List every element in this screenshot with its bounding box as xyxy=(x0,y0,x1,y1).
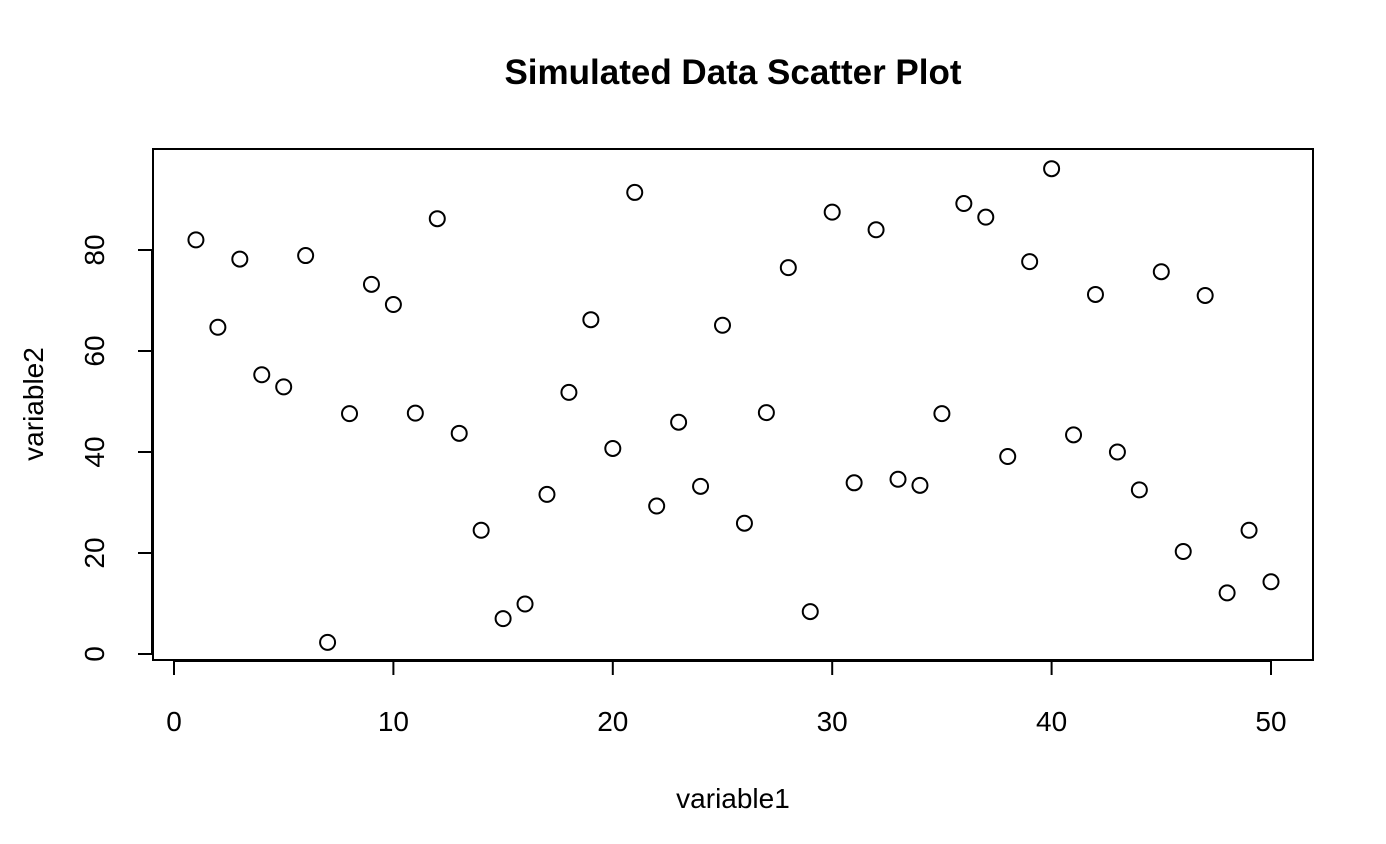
data-point xyxy=(582,311,600,329)
data-point xyxy=(801,603,819,621)
data-point xyxy=(1021,253,1039,271)
x-tick-label: 30 xyxy=(817,706,848,737)
data-point xyxy=(692,477,710,495)
data-point xyxy=(977,208,995,226)
data-point xyxy=(845,474,863,492)
data-point xyxy=(319,633,337,651)
x-tick-label: 0 xyxy=(166,706,182,737)
data-point xyxy=(362,275,380,293)
data-point xyxy=(275,378,293,396)
x-tick-label: 40 xyxy=(1036,706,1067,737)
data-point xyxy=(406,404,424,422)
x-axis-label: variable1 xyxy=(676,783,790,814)
y-tick-label: 0 xyxy=(79,646,110,662)
y-tick-label: 80 xyxy=(79,234,110,265)
data-point xyxy=(1130,481,1148,499)
data-point xyxy=(933,405,951,423)
data-point xyxy=(516,595,534,613)
data-point xyxy=(626,183,644,201)
data-point xyxy=(1262,573,1280,591)
x-tick-label: 20 xyxy=(597,706,628,737)
data-point xyxy=(1086,285,1104,303)
chart-title: Simulated Data Scatter Plot xyxy=(504,53,961,92)
data-point xyxy=(648,497,666,515)
data-point xyxy=(670,413,688,431)
y-axis: 0 20 40 60 80 xyxy=(79,234,153,662)
data-point xyxy=(428,210,446,228)
data-point xyxy=(757,404,775,422)
data-point xyxy=(231,250,249,268)
data-point xyxy=(1152,263,1170,281)
data-point xyxy=(1174,542,1192,560)
data-point xyxy=(1065,426,1083,444)
data-point xyxy=(297,247,315,265)
data-point xyxy=(735,514,753,532)
data-point xyxy=(538,485,556,503)
y-tick-label: 60 xyxy=(79,335,110,366)
y-tick-label: 20 xyxy=(79,537,110,568)
data-point xyxy=(341,405,359,423)
data-point xyxy=(889,470,907,488)
x-tick-label: 50 xyxy=(1255,706,1286,737)
data-point xyxy=(779,259,797,277)
data-point xyxy=(1043,160,1061,178)
data-point xyxy=(1196,286,1214,304)
data-point xyxy=(911,476,929,494)
data-point xyxy=(209,318,227,336)
data-point xyxy=(560,383,578,401)
y-tick-label: 40 xyxy=(79,436,110,467)
data-point xyxy=(955,195,973,213)
data-point xyxy=(823,203,841,221)
data-point xyxy=(450,424,468,442)
data-point xyxy=(714,316,731,334)
data-point xyxy=(999,448,1017,466)
data-point xyxy=(472,521,490,539)
data-points xyxy=(187,160,1280,651)
y-axis-label: variable2 xyxy=(18,347,49,461)
data-point xyxy=(187,231,205,249)
data-point xyxy=(253,366,271,384)
data-point xyxy=(1240,521,1258,539)
x-axis: 0 10 20 30 40 50 xyxy=(166,660,1287,737)
data-point xyxy=(1218,584,1236,602)
data-point xyxy=(867,221,885,239)
data-point xyxy=(1108,443,1126,461)
data-point xyxy=(494,610,512,628)
x-tick-label: 10 xyxy=(378,706,409,737)
plot-area-frame xyxy=(152,148,1314,661)
data-point xyxy=(604,439,622,457)
data-point xyxy=(384,296,402,314)
